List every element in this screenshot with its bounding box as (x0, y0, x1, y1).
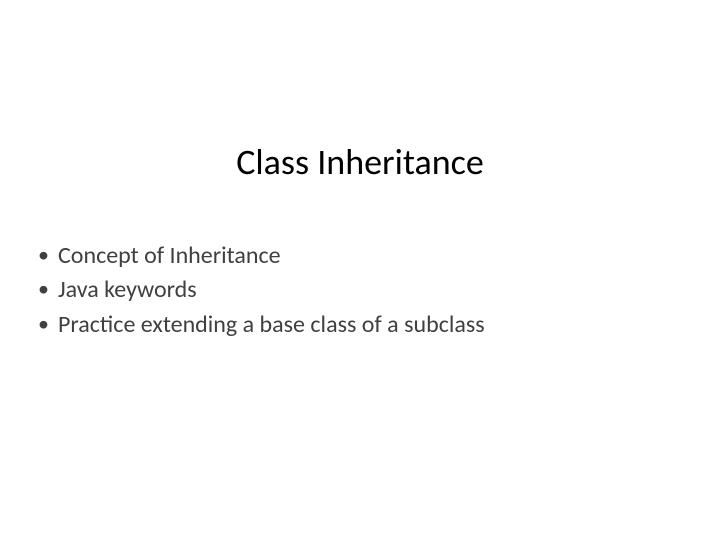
slide: Class Inheritance Concept of Inheritance… (0, 0, 720, 540)
list-item: Concept of Inheritance (30, 240, 690, 272)
bullet-list: Concept of Inheritance Java keywords Pra… (30, 240, 690, 343)
slide-title: Class Inheritance (0, 140, 720, 184)
list-item: Practice extending a base class of a sub… (30, 309, 690, 341)
list-item: Java keywords (30, 274, 690, 306)
